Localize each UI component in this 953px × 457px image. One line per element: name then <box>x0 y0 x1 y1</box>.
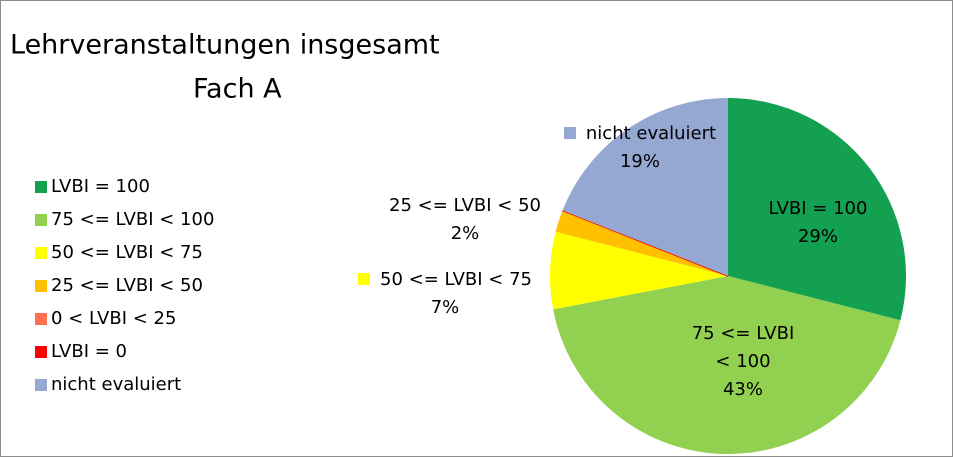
data-label: 25 <= LVBI < 50 2% <box>375 192 555 248</box>
legend-swatch <box>35 379 47 391</box>
data-label-value: 7% <box>430 297 460 318</box>
legend-swatch <box>35 313 47 325</box>
pie-slice <box>562 98 728 276</box>
data-label-text: LVBI = 100 <box>768 198 868 219</box>
pie-slice <box>728 98 906 321</box>
legend-label: LVBI = 100 <box>51 176 150 197</box>
data-label-category: 25 <= LVBI < 50 <box>375 192 555 220</box>
chart-title: Lehrveranstaltungen insgesamt <box>10 30 440 61</box>
data-label: 50 <= LVBI < 75 7% <box>350 266 540 322</box>
data-label-text: 50 <= LVBI < 75 <box>380 269 532 290</box>
legend-label: 0 < LVBI < 25 <box>51 308 176 329</box>
data-label-text: 25 <= LVBI < 50 <box>389 195 541 216</box>
data-label-category: LVBI = 100 <box>763 195 873 223</box>
data-label-category: 75 <= LVBI < 100 <box>683 320 803 376</box>
legend-swatch <box>35 247 47 259</box>
legend-swatch <box>35 346 47 358</box>
legend-swatch <box>35 214 47 226</box>
pie-slice <box>550 231 728 310</box>
data-label: 75 <= LVBI < 100 43% <box>683 320 803 404</box>
data-label: nicht evaluiert 19% <box>540 120 740 176</box>
data-label-text: nicht evaluiert <box>585 123 717 144</box>
data-label-key <box>563 127 576 139</box>
data-label: LVBI = 100 29% <box>763 195 873 251</box>
legend-label: LVBI = 0 <box>51 341 127 362</box>
data-label-category: nicht evaluiert <box>540 120 740 148</box>
legend-label: nicht evaluiert <box>51 374 181 395</box>
data-label-key <box>358 273 371 285</box>
legend-label: 75 <= LVBI < 100 <box>51 209 214 230</box>
legend-swatch <box>35 280 47 292</box>
data-label-text: 75 <= LVBI < 100 <box>691 323 795 372</box>
data-label-category: 50 <= LVBI < 75 <box>350 266 540 294</box>
data-label-value: 19% <box>619 151 660 172</box>
data-label-value: 2% <box>450 223 480 244</box>
data-label-value: 43% <box>722 379 763 400</box>
data-label-value: 29% <box>797 226 838 247</box>
legend-swatch <box>35 181 47 193</box>
legend-label: 50 <= LVBI < 75 <box>51 242 203 263</box>
legend-label: 25 <= LVBI < 50 <box>51 275 203 296</box>
chart-subtitle: Fach A <box>193 74 282 105</box>
pie-slice <box>553 276 901 454</box>
